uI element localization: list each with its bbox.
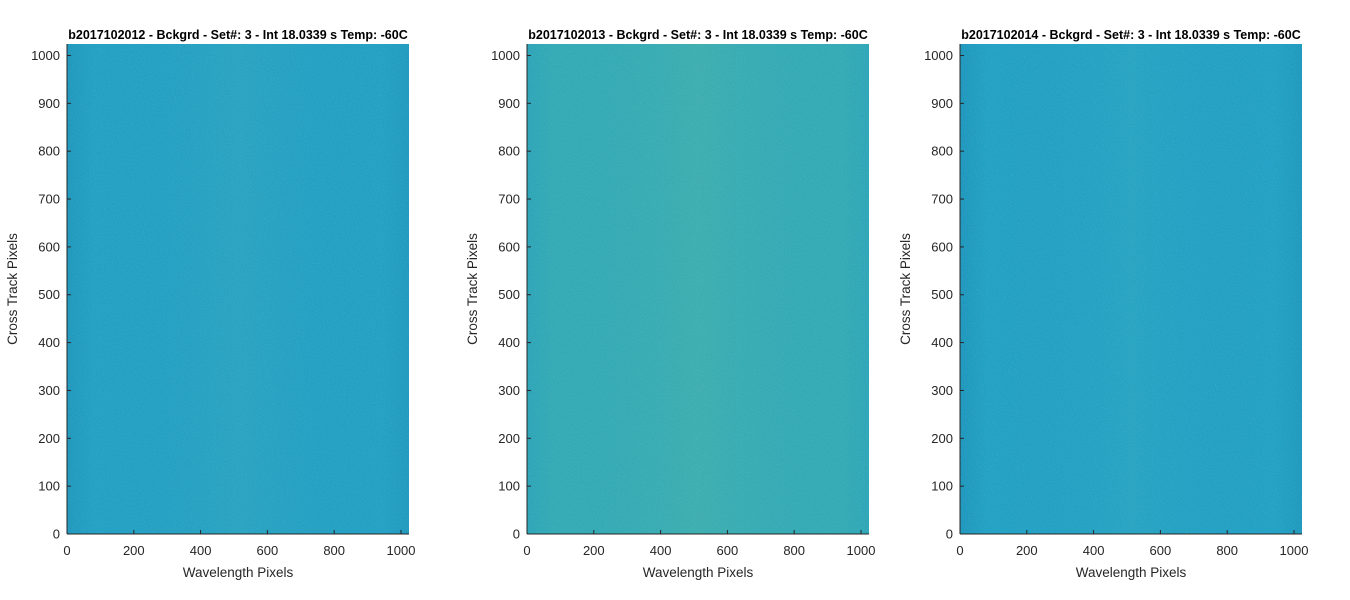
x-tick-label: 200: [583, 543, 605, 558]
y-tick-label: 200: [498, 431, 520, 446]
x-tick-label: 0: [956, 543, 963, 558]
x-tick-label: 600: [717, 543, 739, 558]
x-tick-label: 1000: [1280, 543, 1309, 558]
y-tick-label: 900: [498, 96, 520, 111]
x-tick-label: 400: [650, 543, 672, 558]
chart-panel-2: 0 200 400 600 800 1000 0 100 200 300 400 500 600 700 8…: [465, 28, 875, 580]
x-tick-label: 800: [1216, 543, 1238, 558]
y-axis-label: Cross Track Pixels: [5, 233, 20, 345]
x-axis-label: Wavelength Pixels: [183, 565, 294, 580]
y-tick-label: 200: [38, 431, 60, 446]
x-tick-label: 400: [1083, 543, 1105, 558]
x-axis-label: Wavelength Pixels: [643, 565, 754, 580]
y-tick-label: 500: [38, 287, 60, 302]
heatmap-noise: [527, 44, 869, 534]
heatmap-noise: [960, 44, 1302, 534]
y-tick-label: 400: [38, 335, 60, 350]
y-tick-label: 300: [931, 383, 953, 398]
y-tick-label: 300: [38, 383, 60, 398]
y-tick-label: 900: [931, 96, 953, 111]
chart-title: b2017102014 - Bckgrd - Set#: 3 - Int 18.…: [961, 28, 1301, 42]
y-tick-label: 700: [498, 192, 520, 207]
y-tick-label: 1000: [924, 48, 953, 63]
y-axis-label: Cross Track Pixels: [898, 233, 913, 345]
x-tick-label: 200: [1016, 543, 1038, 558]
x-tick-label: 600: [257, 543, 279, 558]
x-tick-label: 0: [63, 543, 70, 558]
y-tick-label: 300: [498, 383, 520, 398]
y-tick-label: 600: [38, 239, 60, 254]
x-tick-label: 200: [123, 543, 145, 558]
chart-panel-3: 0 200 400 600 800 1000 0 100 200 300 400 500 600 700 8…: [898, 28, 1308, 580]
x-tick-label: 400: [190, 543, 212, 558]
y-tick-label: 0: [53, 527, 60, 542]
x-tick-label: 800: [783, 543, 805, 558]
y-tick-label: 500: [498, 287, 520, 302]
y-tick-label: 500: [931, 287, 953, 302]
y-tick-label: 800: [38, 144, 60, 159]
y-tick-label: 1000: [491, 48, 520, 63]
y-tick-label: 900: [38, 96, 60, 111]
chart-title: b2017102012 - Bckgrd - Set#: 3 - Int 18.…: [68, 28, 408, 42]
y-tick-label: 1000: [31, 48, 60, 63]
x-tick-label: 600: [1150, 543, 1172, 558]
heatmap-noise: [67, 44, 409, 534]
y-tick-label: 100: [931, 479, 953, 494]
y-tick-label: 800: [498, 144, 520, 159]
y-tick-label: 700: [38, 192, 60, 207]
y-tick-label: 100: [38, 479, 60, 494]
x-tick-label: 0: [523, 543, 530, 558]
x-axis-label: Wavelength Pixels: [1076, 565, 1187, 580]
y-tick-label: 800: [931, 144, 953, 159]
y-tick-label: 400: [931, 335, 953, 350]
chart-panel-1: 0 200 400 600 800 1000 0 100 200 300 400 500 600 700 8…: [5, 28, 415, 580]
x-tick-label: 1000: [847, 543, 876, 558]
y-tick-label: 600: [931, 239, 953, 254]
y-tick-label: 700: [931, 192, 953, 207]
y-tick-label: 400: [498, 335, 520, 350]
x-tick-label: 1000: [387, 543, 416, 558]
y-tick-label: 0: [513, 527, 520, 542]
chart-title: b2017102013 - Bckgrd - Set#: 3 - Int 18.…: [528, 28, 868, 42]
y-tick-label: 0: [946, 527, 953, 542]
y-tick-label: 600: [498, 239, 520, 254]
y-axis-label: Cross Track Pixels: [465, 233, 480, 345]
x-tick-label: 800: [323, 543, 345, 558]
y-tick-label: 100: [498, 479, 520, 494]
y-tick-label: 200: [931, 431, 953, 446]
